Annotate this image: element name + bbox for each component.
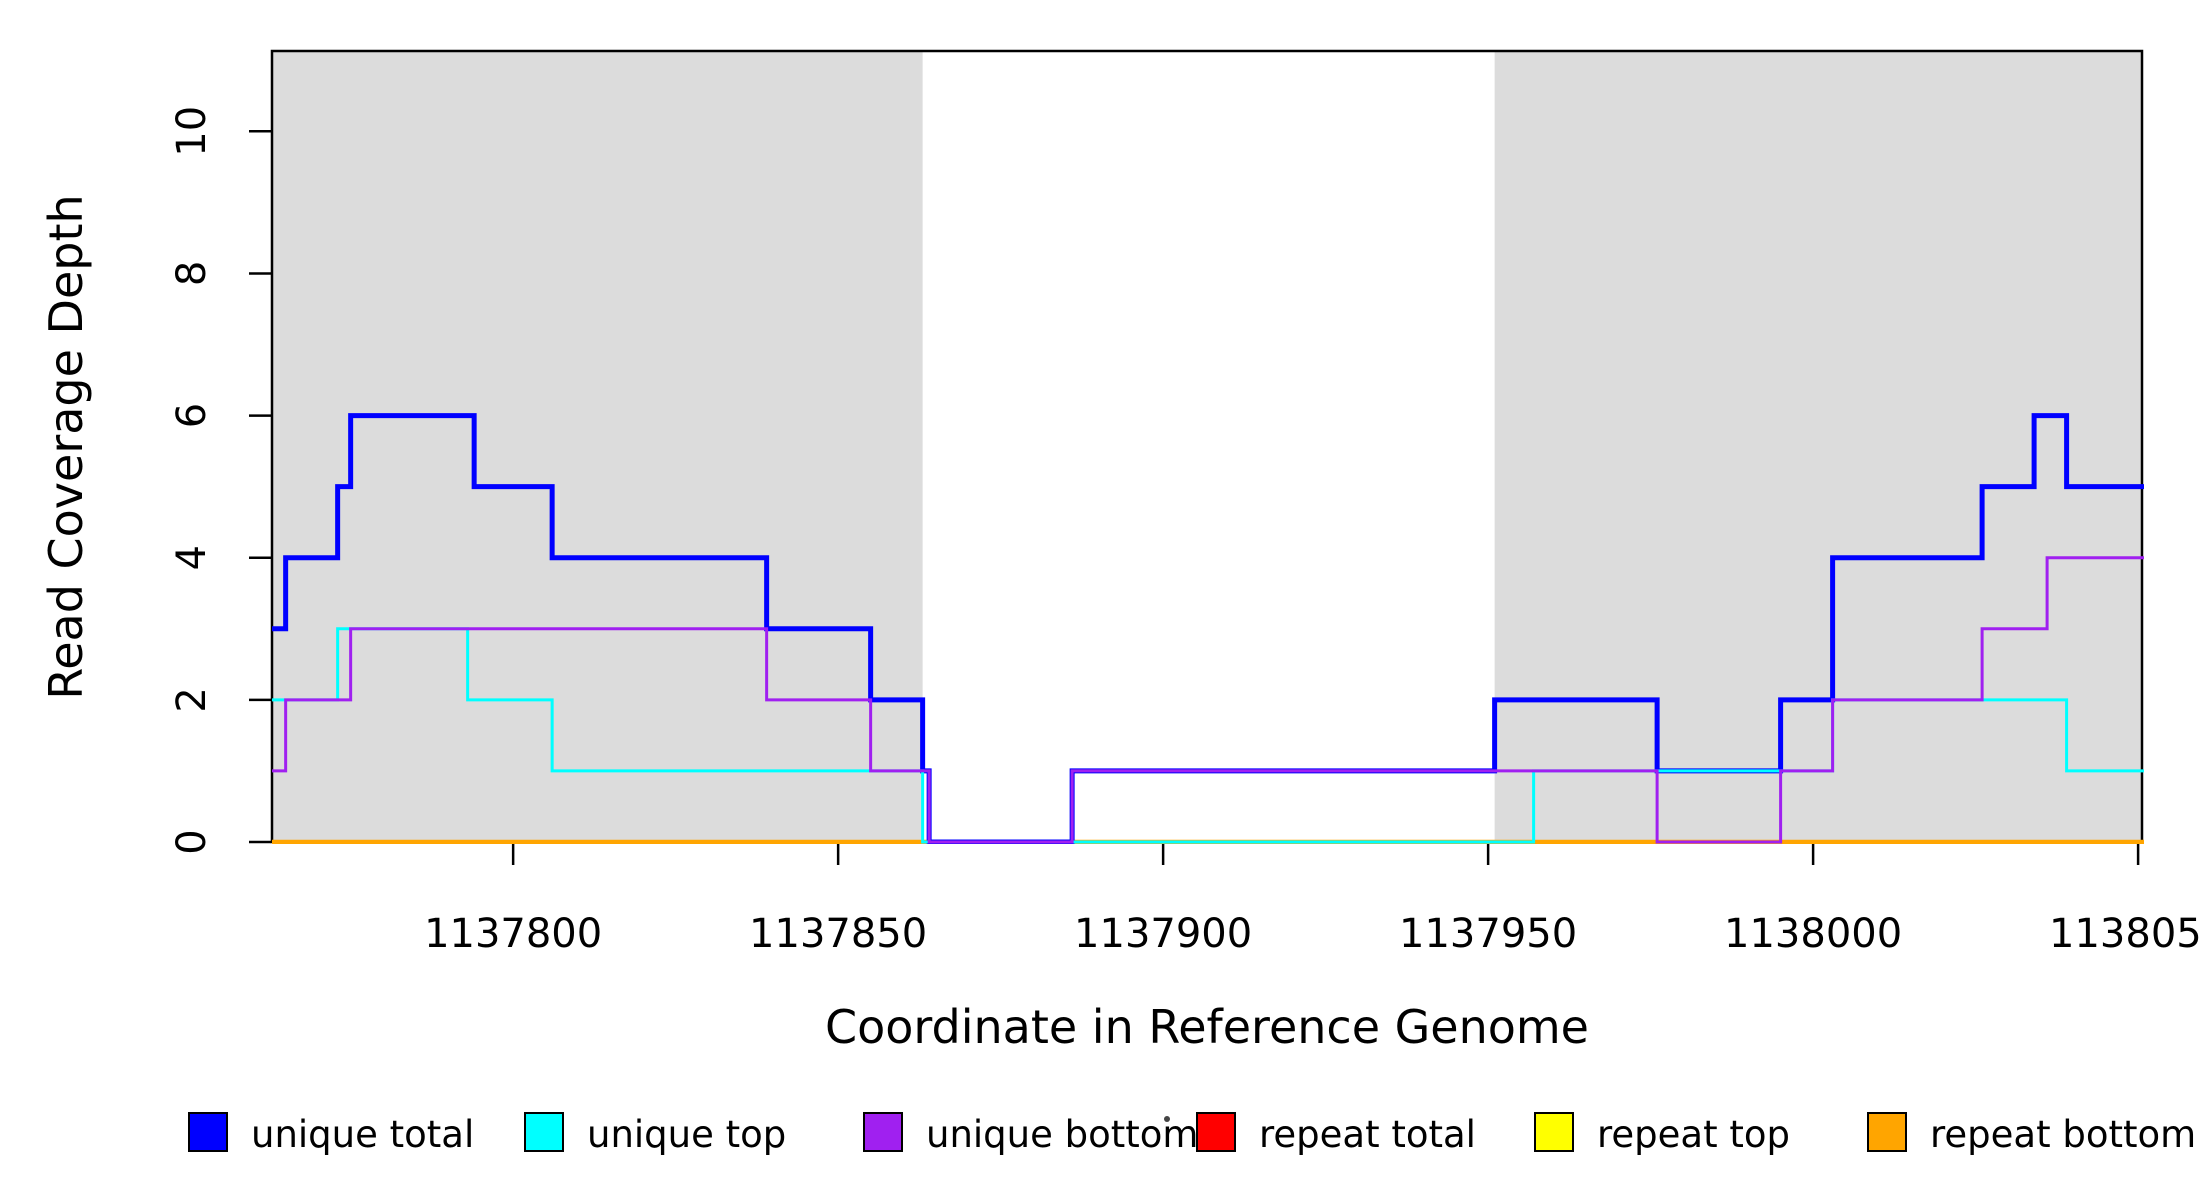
legend-item-unique-top: unique top — [524, 1112, 786, 1156]
y-tick-label: 8 — [169, 261, 215, 286]
x-tick-label: 1137850 — [749, 911, 927, 957]
legend-label: unique bottom — [926, 1113, 1198, 1156]
legend-swatch-repeat-bottom — [1867, 1112, 1907, 1152]
legend-swatch-unique-top — [524, 1112, 564, 1152]
x-axis-title: Coordinate in Reference Genome — [825, 1000, 1589, 1054]
legend: unique total unique top unique bottom repea… — [188, 1112, 2196, 1156]
x-tick-label: 1137900 — [1074, 911, 1252, 957]
legend-item-repeat-total: repeat total — [1196, 1112, 1476, 1156]
legend-swatch-unique-total — [188, 1112, 228, 1152]
repeat-masked-block-2 — [1494, 51, 2142, 842]
legend-label: repeat top — [1597, 1113, 1790, 1156]
y-tick-label: 4 — [169, 545, 215, 570]
x-tick-label: 1138000 — [1724, 911, 1902, 957]
legend-item-unique-total: unique total — [188, 1112, 474, 1156]
legend-swatch-unique-bottom — [863, 1112, 903, 1152]
legend-swatch-repeat-top — [1534, 1112, 1574, 1152]
y-tick-label: 10 — [169, 106, 215, 157]
series-lines — [272, 413, 2144, 844]
legend-item-repeat-top: repeat top — [1534, 1112, 1790, 1156]
legend-artifact-dot — [1164, 1116, 1170, 1122]
legend-label: unique total — [251, 1113, 474, 1156]
legend-item-repeat-bottom: repeat bottom — [1867, 1112, 2196, 1156]
axes: 1137800 1137850 1137900 1137950 1138000 11380… — [169, 106, 2200, 957]
x-tick-label: 1137800 — [424, 911, 602, 957]
legend-label: repeat bottom — [1930, 1113, 2196, 1156]
legend-swatch-repeat-total — [1196, 1112, 1236, 1152]
legend-item-unique-bottom: unique bottom — [863, 1112, 1198, 1156]
y-tick-label: 0 — [169, 829, 215, 854]
x-tick-label: 1137950 — [1399, 911, 1577, 957]
repeat-masked-block-1 — [272, 51, 923, 842]
y-tick-label: 6 — [169, 403, 215, 428]
legend-label: repeat total — [1259, 1113, 1476, 1156]
legend-label: unique top — [587, 1113, 786, 1156]
y-tick-label: 2 — [169, 687, 215, 712]
y-axis-title: Read Coverage Depth — [39, 194, 93, 699]
series-line-unique-bottom — [272, 556, 2144, 844]
